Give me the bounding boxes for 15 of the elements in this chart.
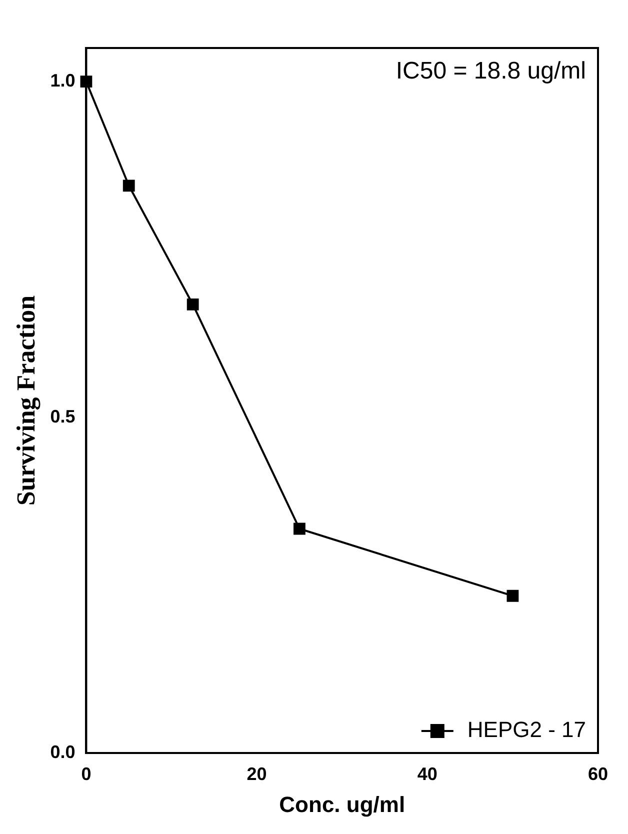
point [122, 180, 135, 192]
y-tick-label: 0.5 [50, 406, 76, 426]
y-tick-label: 0.0 [50, 742, 76, 762]
point [186, 298, 199, 310]
legend-label: HEPG2 - 17 [467, 717, 586, 742]
x-axis-title: Conc. ug/ml [279, 792, 406, 817]
x-tick-label: 0 [81, 764, 92, 784]
point [294, 522, 306, 535]
y-axis-title: Surviving Fraction [11, 294, 40, 506]
x-tick-label: 40 [417, 764, 438, 784]
x-tick-label: 60 [588, 764, 608, 784]
y-tick-label: 1.0 [50, 70, 76, 91]
point [506, 590, 519, 602]
annotation: IC50 = 18.8 ug/ml [396, 58, 586, 85]
x-tick-label: 20 [246, 764, 267, 784]
